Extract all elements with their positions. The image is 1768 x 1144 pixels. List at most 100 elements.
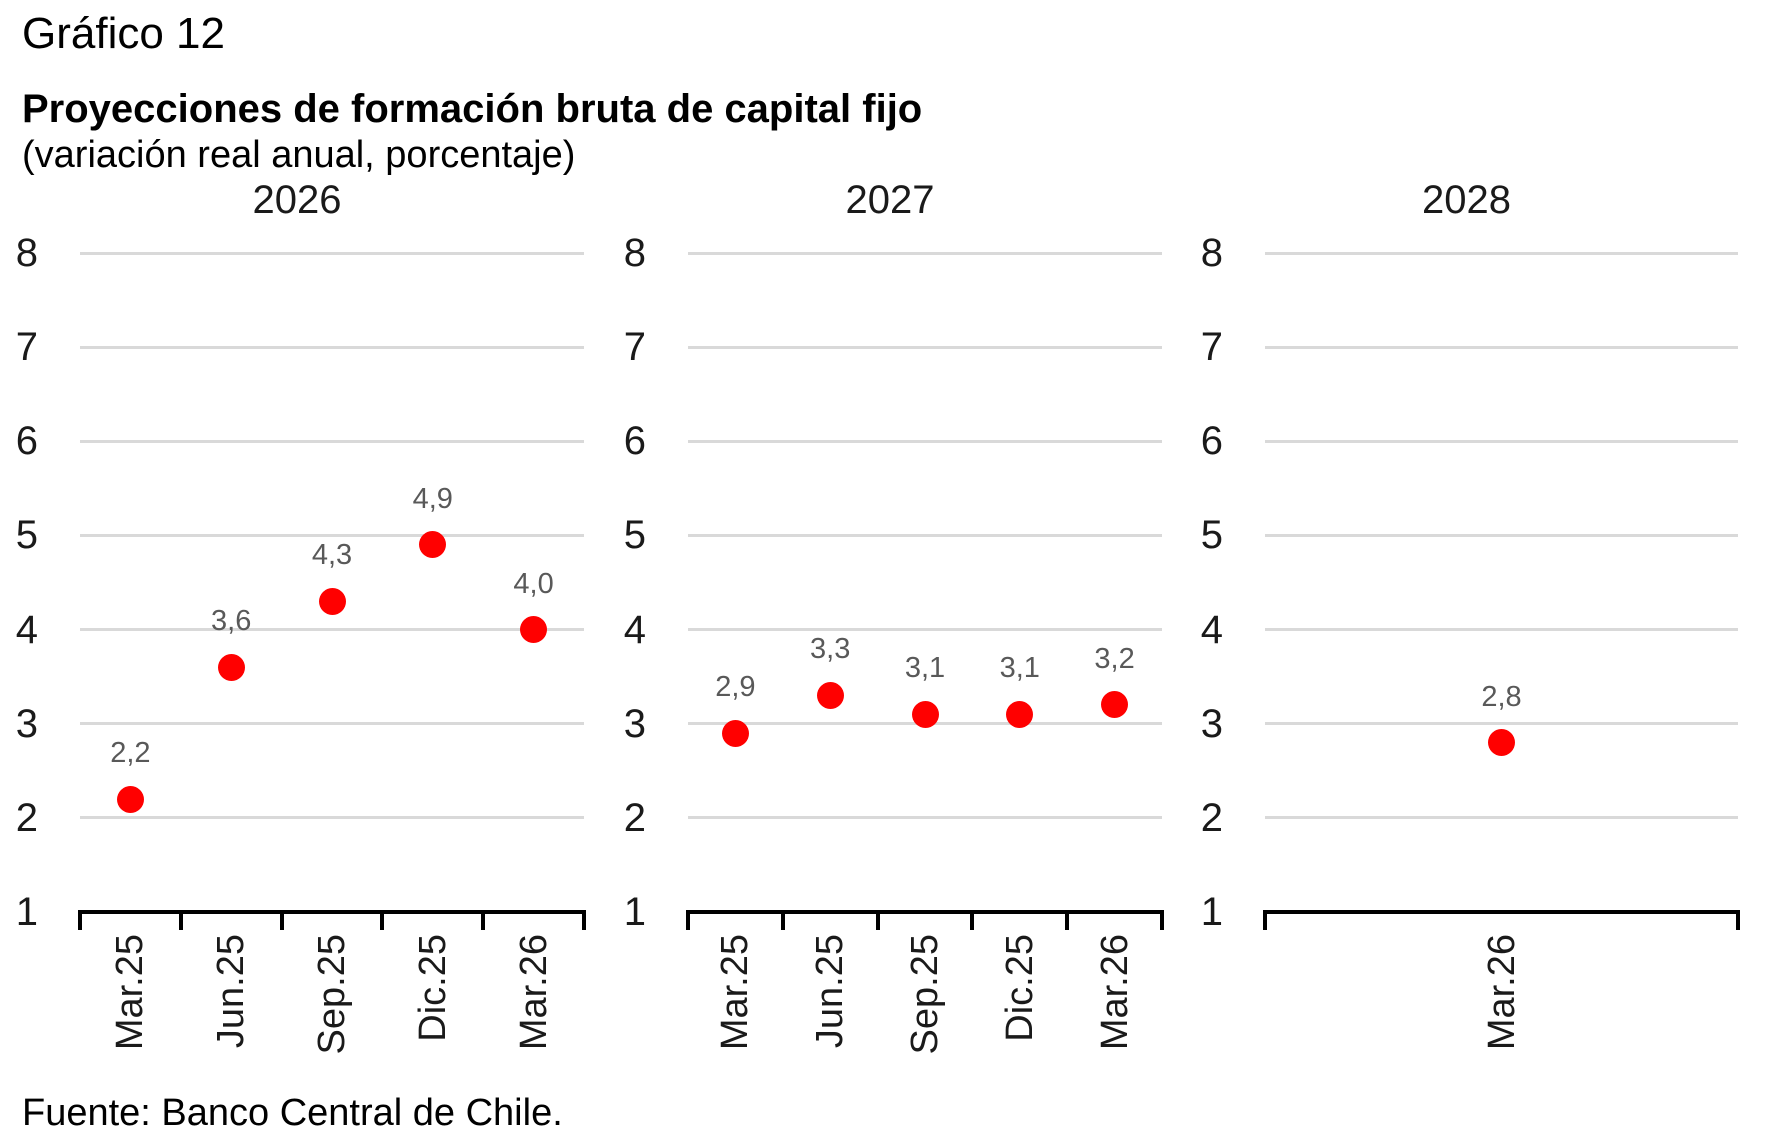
y-axis-tick-label: 1	[623, 890, 646, 934]
y-axis-tick-label: 3	[15, 701, 38, 746]
x-axis-tick	[1160, 910, 1164, 930]
y-axis-tick-label: 7	[623, 325, 646, 370]
x-axis-category-label: Mar.26	[1093, 934, 1136, 1051]
data-point-label: 4,3	[311, 539, 353, 572]
gridline	[688, 816, 1162, 820]
y-axis-tick-label: 7	[1200, 325, 1223, 370]
y-axis-tick-label: 2	[1200, 795, 1223, 840]
figure-title: Proyecciones de formación bruta de capit…	[22, 87, 923, 131]
data-point-label: 4,0	[513, 567, 554, 600]
y-axis-tick-label: 5	[15, 513, 38, 558]
x-axis-category-label: Sep.25	[311, 934, 353, 1055]
y-axis-tick-label: 2	[623, 795, 646, 840]
x-axis-category-label: Jun.25	[809, 934, 852, 1049]
x-axis-category-label: Mar.26	[1480, 934, 1523, 1051]
x-axis-category-label: Dic.25	[998, 934, 1041, 1042]
x-axis-tick	[1736, 910, 1740, 930]
gridline	[1265, 345, 1738, 349]
x-axis-line	[688, 910, 1164, 914]
gridline	[80, 628, 584, 632]
gridline	[1265, 251, 1738, 255]
x-axis-line	[80, 910, 586, 914]
data-point-marker	[116, 785, 144, 813]
panel-title: 2028	[1422, 178, 1511, 222]
data-point-label: 2,2	[110, 737, 151, 770]
y-axis-tick-label: 8	[1200, 231, 1223, 276]
data-point-marker	[520, 616, 548, 644]
data-point-marker	[1006, 700, 1034, 728]
x-axis-tick	[78, 910, 82, 930]
x-axis-category-label: Jun.25	[210, 934, 253, 1049]
y-axis-tick-label: 4	[1200, 607, 1223, 652]
data-point-marker	[1101, 691, 1129, 719]
gridline	[80, 722, 584, 726]
panel-title: 2026	[252, 178, 342, 222]
y-axis-tick-label: 2	[15, 795, 38, 840]
x-axis-line	[1265, 910, 1740, 914]
y-axis-tick-label: 1	[1200, 890, 1223, 934]
y-axis-tick-label: 6	[623, 419, 646, 464]
gridline	[1265, 628, 1738, 632]
x-axis-tick	[279, 910, 284, 930]
gridline	[1265, 533, 1738, 537]
y-axis-tick-label: 3	[623, 701, 646, 746]
panel-title: 2027	[845, 178, 935, 222]
data-point-label: 3,1	[999, 652, 1040, 685]
data-point-label: 2,8	[1481, 680, 1522, 713]
gridline	[80, 533, 584, 537]
x-axis-category-label: Dic.25	[411, 934, 454, 1042]
data-point-marker	[911, 700, 939, 728]
y-axis-tick-label: 7	[15, 325, 38, 370]
y-axis-tick-label: 6	[1200, 419, 1223, 464]
figure-number: Gráfico 12	[22, 9, 225, 58]
y-axis-tick-label: 4	[15, 607, 38, 652]
gridline	[688, 345, 1162, 349]
data-point-marker	[816, 681, 844, 709]
x-axis-tick	[1263, 910, 1267, 930]
x-axis-tick	[481, 910, 486, 930]
gridline	[1265, 722, 1738, 726]
data-point-marker	[419, 531, 447, 559]
gridline	[80, 816, 584, 820]
data-point-marker	[318, 587, 346, 615]
y-axis-tick-label: 1	[15, 890, 38, 934]
source-note: Fuente: Banco Central de Chile.	[22, 1092, 563, 1134]
y-axis-tick-label: 8	[623, 231, 646, 276]
y-axis-tick-label: 4	[623, 607, 646, 652]
gridline	[688, 533, 1162, 537]
data-point-label: 4,9	[412, 482, 453, 515]
y-axis-tick-label: 8	[15, 231, 38, 276]
data-point-marker	[217, 653, 245, 681]
data-point-marker	[721, 719, 749, 747]
gridline	[80, 345, 584, 349]
x-axis-tick	[780, 910, 785, 930]
x-axis-category-label: Mar.25	[714, 934, 757, 1051]
y-axis-tick-label: 5	[623, 513, 646, 558]
x-axis-tick	[380, 910, 385, 930]
y-axis-tick-label: 6	[15, 419, 38, 464]
gridline	[1265, 816, 1738, 820]
data-point-label: 3,2	[1094, 642, 1135, 675]
data-point-label: 2,9	[715, 671, 756, 704]
x-axis-category-label: Sep.25	[904, 934, 946, 1055]
gridline	[688, 439, 1162, 443]
x-axis-tick	[1065, 910, 1070, 930]
gridline	[80, 251, 584, 255]
y-axis-tick-label: 3	[1200, 701, 1223, 746]
x-axis-tick	[582, 910, 586, 930]
x-axis-tick	[970, 910, 975, 930]
gridline	[80, 439, 584, 443]
x-axis-category-label: Mar.26	[512, 934, 555, 1051]
x-axis-tick	[875, 910, 880, 930]
gridline	[688, 251, 1162, 255]
x-axis-tick	[686, 910, 690, 930]
figure-subtitle: (variación real anual, porcentaje)	[22, 134, 576, 176]
y-axis-tick-label: 5	[1200, 513, 1223, 558]
gridline	[1265, 439, 1738, 443]
x-axis-category-label: Mar.25	[109, 934, 152, 1051]
data-point-label: 3,6	[211, 605, 252, 638]
gridline	[688, 628, 1162, 632]
data-point-label: 3,3	[810, 633, 851, 666]
